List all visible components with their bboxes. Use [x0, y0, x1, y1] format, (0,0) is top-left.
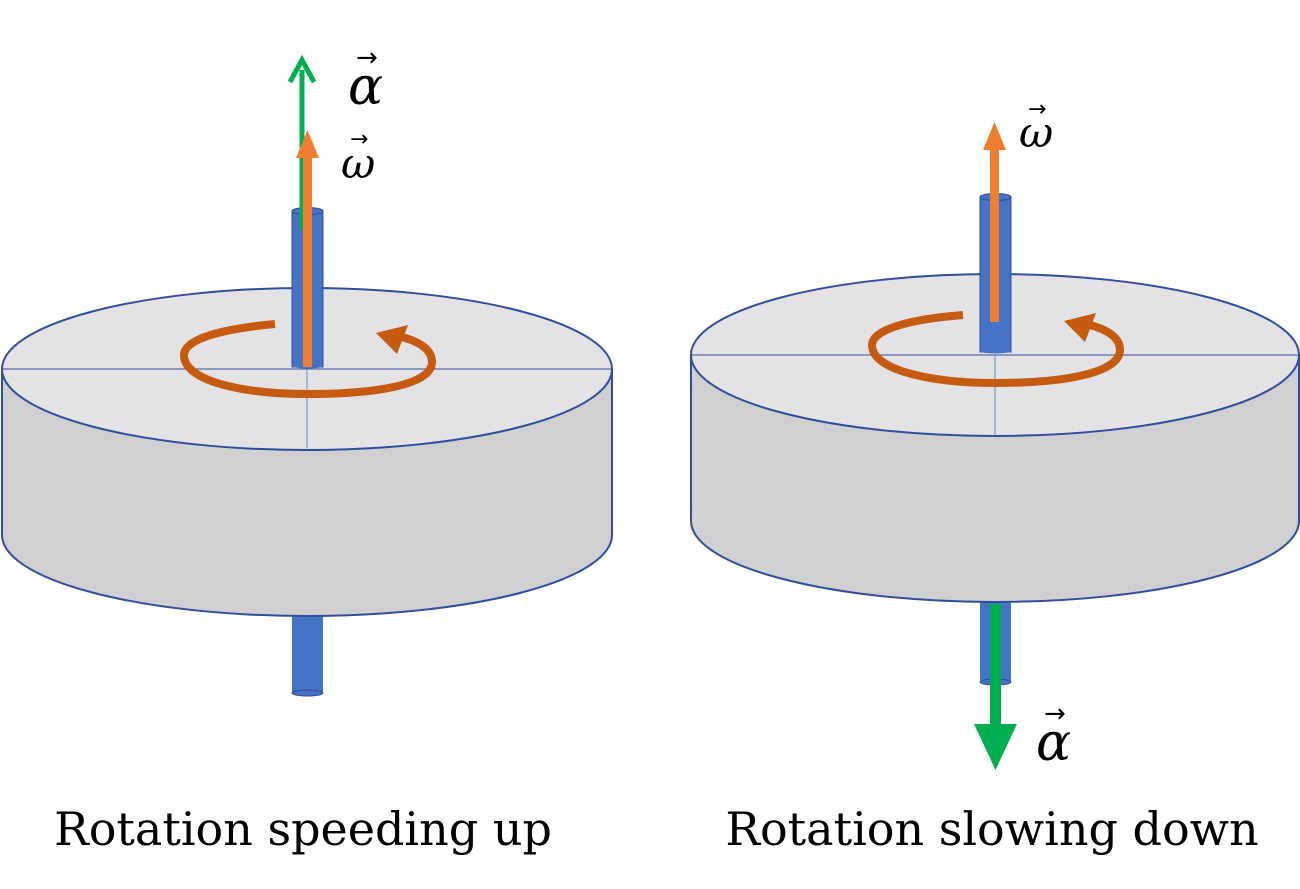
- left-caption: Rotation speeding up: [54, 802, 552, 856]
- right-caption: Rotation slowing down: [725, 802, 1258, 856]
- right-rotation-arrowhead: [1064, 313, 1096, 342]
- left-bottom-axle: [291, 610, 324, 697]
- left-panel: α → ω → Rotation speeding up: [1, 43, 613, 856]
- left-rotation-arrow-back: [180, 320, 276, 356]
- left-rotation-arrowhead: [376, 325, 408, 354]
- right-rotation-arrow-back: [868, 311, 964, 346]
- svg-text:→: →: [1028, 97, 1046, 122]
- left-omega-vector-arrow: [296, 130, 319, 367]
- svg-text:α: α: [1036, 713, 1071, 773]
- svg-text:→: →: [1044, 699, 1066, 729]
- svg-text:ω: ω: [341, 139, 375, 188]
- right-alpha-label: α →: [1036, 699, 1071, 773]
- svg-text:→: →: [356, 43, 378, 73]
- svg-text:α: α: [348, 57, 383, 117]
- svg-text:→: →: [350, 127, 368, 152]
- left-omega-label: ω →: [341, 127, 375, 188]
- svg-text:ω: ω: [1019, 108, 1053, 157]
- right-panel: ω → α → Rotation slowing down: [690, 97, 1300, 856]
- left-alpha-label: α →: [348, 43, 383, 117]
- right-omega-vector-arrow: [983, 122, 1006, 322]
- right-omega-label: ω →: [1019, 97, 1053, 157]
- left-rotation-arrow-front: [180, 333, 437, 399]
- right-alpha-vector-arrow: [974, 604, 1017, 770]
- right-rotation-arrow-front: [868, 321, 1125, 388]
